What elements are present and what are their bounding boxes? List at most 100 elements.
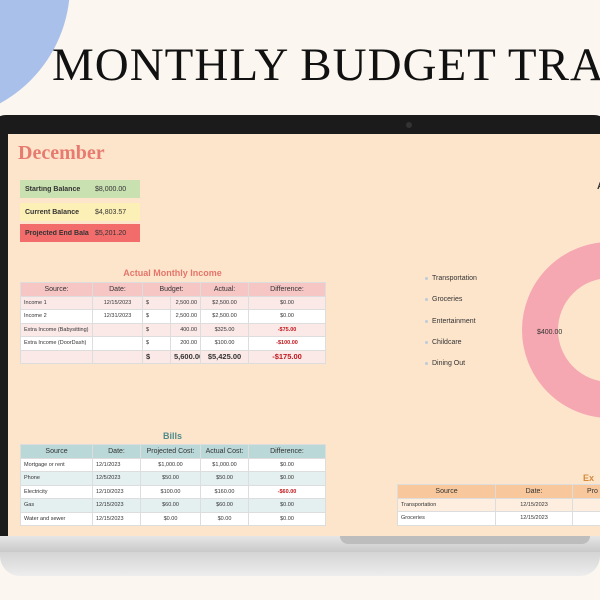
column-header: Difference: [248, 282, 327, 297]
cell: $325.00 [200, 322, 250, 337]
row: Water and sewer 12/15/2023 $0.00 $0.00 $0.00 [20, 511, 326, 526]
header-row: Source Date: Projected Cost: Actual Cost: Di… [20, 444, 326, 459]
cell [92, 336, 143, 351]
row: Transportation 12/15/2023 [397, 497, 600, 512]
cell: Mortgage or rent [20, 457, 93, 472]
donut-ring [522, 242, 600, 418]
cell: Groceries [397, 511, 496, 526]
row: $5,600.00 $5,425.00 -$175.00 [20, 349, 327, 364]
header-row: Source Date: Pro [397, 484, 600, 499]
cell: $50.00 [200, 471, 249, 486]
cell: Electricity [20, 484, 93, 499]
cell: $0.00 [248, 295, 327, 310]
cell: 2,500.00 [169, 309, 202, 324]
cell: $160.00 [200, 484, 249, 499]
legend-label: Entertainment [432, 317, 476, 325]
cell: $100.00 [200, 336, 250, 351]
table: Source Date: Pro Transportation 12/15/2023 Gr… [397, 484, 600, 526]
header-row: Source: Date: Budget: Actual: Difference: [20, 282, 327, 297]
legend-label: Dining Out [432, 360, 466, 368]
legend-dot [425, 340, 428, 344]
row: Electricity 12/10/2023 $100.00 $160.00 -$60.… [20, 484, 326, 499]
summary-label: Starting Balance [25, 185, 81, 193]
cell: -$175.00 [248, 349, 327, 364]
row: Income 1 12/15/2023 $2,500.00 $2,500.00 $0.0… [20, 295, 327, 310]
row: Mortgage or rent 12/1/2023 $1,000.00 $1,000… [20, 457, 326, 472]
laptop-notch [340, 536, 590, 544]
cell: 12/15/2023 [92, 511, 141, 526]
summary-row: Current Balance $4,803.57 [20, 203, 140, 221]
cell: Water and sewer [20, 511, 93, 526]
month-title: December [18, 142, 105, 164]
cell [572, 511, 600, 526]
row: Extra Income (DoorDash) $200.00 $100.00 -$1… [20, 336, 327, 351]
column-header: Difference: [248, 444, 326, 459]
cell: $5,425.00 [200, 349, 250, 364]
legend-item: Dining Out [425, 360, 465, 367]
cell: 12/15/2023 [92, 498, 141, 513]
tbody: Source Date: Projected Cost: Actual Cost: Di… [20, 444, 326, 526]
cell: $ [142, 295, 171, 310]
cell: 12/15/2023 [92, 295, 143, 310]
cell [92, 349, 143, 364]
cell: $0.00 [248, 457, 326, 472]
cell: 12/1/2023 [92, 457, 141, 472]
column-header: Source [20, 444, 93, 459]
column-header: Budget: [141, 282, 202, 297]
row: Income 2 12/31/2023 $2,500.00 $2,500.00 $0.0… [20, 309, 327, 324]
cell: 200.00 [169, 336, 202, 351]
cell: $60.00 [140, 498, 201, 513]
cell: $2,500.00 [200, 309, 250, 324]
cell: 12/15/2023 [495, 497, 573, 512]
cell: $ [142, 349, 171, 364]
cell: -$100.00 [248, 336, 327, 351]
column-header: Date: [92, 282, 143, 297]
row: Phone 12/5/2023 $50.00 $50.00 $0.00 [20, 471, 326, 486]
row: Gas 12/15/2023 $60.00 $60.00 $0.00 [20, 498, 326, 513]
tbody: Source: Date: Budget: Actual: Difference: Inc… [20, 282, 327, 364]
column-header: Projected Cost: [140, 444, 201, 459]
cell: $1,000.00 [140, 457, 201, 472]
spreadsheet: December Actual Monthly Income Bills Ex … [8, 134, 600, 536]
column-header: Source [397, 484, 496, 499]
legend-dot [425, 298, 428, 302]
summary-value: $8,000.00 [95, 185, 127, 193]
summary-value: $5,201.20 [95, 229, 127, 237]
cell: $100.00 [140, 484, 201, 499]
table: Source Date: Projected Cost: Actual Cost: Di… [20, 444, 326, 526]
cell: $0.00 [140, 511, 201, 526]
cell: $1,000.00 [200, 457, 249, 472]
tbody: Source Date: Pro Transportation 12/15/2023 Gr… [397, 484, 600, 526]
column-header: Date: [92, 444, 141, 459]
cell: $ [142, 322, 171, 337]
cell [92, 322, 143, 337]
column-header: Source: [20, 282, 93, 297]
column-header: Date: [495, 484, 573, 499]
legend-item: Entertainment [425, 318, 476, 325]
cell [572, 497, 600, 512]
legend-label: Groceries [432, 296, 463, 304]
cell: Phone [20, 471, 93, 486]
cell: $ [142, 309, 171, 324]
bills-title: Bills [162, 431, 182, 441]
summary-row: Projected End Bala $5,201.20 [20, 224, 140, 242]
cell: $50.00 [140, 471, 201, 486]
expenses-title: Ex [583, 473, 595, 483]
cell: Transportation [397, 497, 496, 512]
donut-chart: A $400.00 [522, 181, 600, 418]
cell: $0.00 [248, 309, 327, 324]
slice-label: $400.00 [537, 329, 562, 336]
cell: $ [142, 336, 171, 351]
summary-value: $4,803.57 [95, 208, 127, 216]
row: Groceries 12/15/2023 [397, 511, 600, 526]
summary-label: Projected End Bala [25, 229, 89, 237]
legend-label: Childcare [432, 338, 462, 346]
income-title: Actual Monthly Income [123, 268, 222, 278]
cell: $60.00 [200, 498, 249, 513]
cell: 400.00 [169, 322, 202, 337]
table: Source: Date: Budget: Actual: Difference: Inc… [20, 282, 327, 364]
legend-label: Transportation [432, 275, 477, 282]
cell: 12/15/2023 [495, 511, 573, 526]
summary-label: Current Balance [25, 208, 80, 216]
